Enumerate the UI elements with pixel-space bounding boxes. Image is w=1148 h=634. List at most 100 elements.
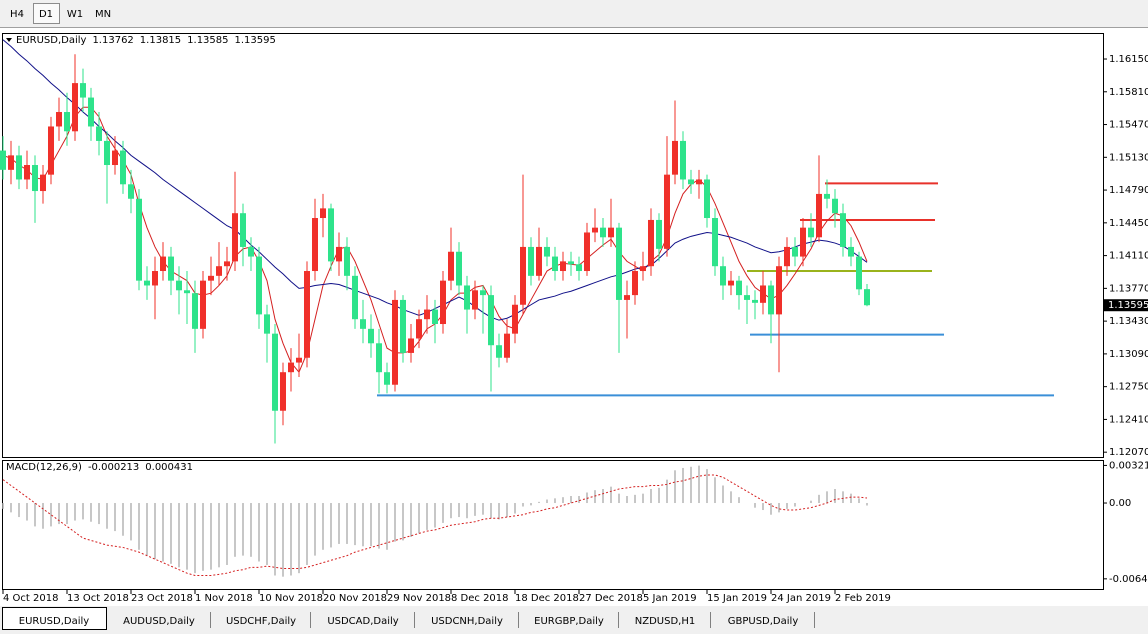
candle-body — [552, 256, 558, 272]
candle-body — [248, 246, 254, 257]
candle-body — [440, 280, 446, 325]
candle-body — [112, 150, 118, 166]
candle-body — [408, 338, 414, 353]
candle-body — [352, 275, 358, 320]
x-tick-label: 23 Oct 2018 — [131, 593, 193, 604]
candle-body — [200, 280, 206, 329]
timeframe-label[interactable]: W1 — [67, 9, 83, 20]
timeframe-button[interactable] — [90, 3, 117, 24]
last-price-box — [1104, 299, 1148, 312]
candle-body — [320, 208, 326, 219]
candle-body — [392, 299, 398, 385]
candle-body — [432, 309, 438, 325]
tab-bar — [0, 606, 1148, 634]
candle-body — [424, 309, 430, 320]
tab-label[interactable]: USDCHF,Daily — [226, 616, 296, 627]
candle-body — [712, 218, 718, 267]
candle-body — [280, 372, 286, 411]
candle-body — [8, 155, 14, 170]
tab-label[interactable]: GBPUSD,Daily — [728, 616, 799, 627]
macd-value: 0.000431 — [145, 462, 193, 473]
candle-body — [768, 285, 774, 315]
x-tick-label: 1 Nov 2018 — [195, 593, 253, 604]
x-tick-label: 29 Nov 2018 — [387, 593, 451, 604]
candle-body — [592, 227, 598, 233]
candle-body — [752, 299, 758, 303]
last-price-label: 1.13595 — [1108, 300, 1148, 311]
candle-body — [696, 179, 702, 185]
y-tick-label: 1.12070 — [1109, 447, 1148, 458]
candle-body — [56, 112, 62, 127]
candle-body — [296, 357, 302, 363]
x-tick-label: 15 Jan 2019 — [707, 593, 767, 604]
candle-body — [680, 140, 686, 180]
candle-body — [448, 251, 454, 281]
candle-body — [816, 193, 822, 238]
tab-label[interactable]: USDCNH,Daily — [431, 616, 503, 627]
timeframe-label[interactable]: D1 — [39, 9, 53, 20]
tab-label[interactable]: USDCAD,Daily — [327, 616, 398, 627]
candle-body — [520, 246, 526, 305]
y-tick-label: 1.13430 — [1109, 316, 1148, 327]
candle-body — [104, 140, 110, 166]
macd-y-tick-label: 0.003216 — [1109, 460, 1148, 471]
timeframe-button[interactable] — [33, 3, 60, 24]
tab-label[interactable]: AUDUSD,Daily — [123, 616, 195, 627]
chart: 1.16150 1.15810 1.15470 1.15130 1.14790 1.144… — [0, 35, 1148, 604]
header-value: 1.13815 — [140, 35, 181, 46]
y-tick-label: 1.13090 — [1109, 349, 1148, 360]
candle-body — [560, 261, 566, 272]
candle-body — [544, 246, 550, 257]
candle-body — [168, 256, 174, 281]
candle-body — [256, 256, 262, 315]
candle-body — [640, 266, 646, 272]
header-value: EURUSD,Daily — [16, 35, 87, 46]
candle-body — [528, 246, 534, 276]
tab-label[interactable]: NZDUSD,H1 — [635, 616, 695, 627]
candle-body — [152, 271, 158, 286]
x-tick-label: 27 Dec 2018 — [579, 593, 643, 604]
candle-body — [160, 256, 166, 272]
x-tick-label: 18 Dec 2018 — [515, 593, 579, 604]
timeframe-button[interactable] — [4, 3, 31, 24]
candle-body — [704, 179, 710, 219]
tab-label[interactable]: EURUSD,Daily — [19, 616, 90, 627]
candle-body — [376, 343, 382, 373]
candle-body — [688, 179, 694, 185]
candle-body — [88, 97, 94, 127]
y-tick-label: 1.12750 — [1109, 382, 1148, 393]
candle-body — [464, 285, 470, 310]
candle-body — [728, 280, 734, 286]
candle-body — [624, 295, 630, 300]
timeframe-label[interactable]: H4 — [10, 9, 24, 20]
x-tick-label: 5 Jan 2019 — [643, 593, 697, 604]
candle-body — [832, 198, 838, 214]
candle-body — [672, 140, 678, 175]
candle-body — [536, 246, 542, 276]
y-tick-label: 1.12410 — [1109, 414, 1148, 425]
timeframe-button[interactable] — [62, 3, 89, 24]
candle-body — [232, 213, 238, 262]
y-tick-label: 1.15470 — [1109, 120, 1148, 131]
toolbar — [0, 0, 1148, 28]
candle-body — [480, 290, 486, 296]
candle-body — [656, 219, 662, 249]
candle-body — [32, 165, 38, 192]
chart-header: EURUSD,Daily 1.13762 1.13815 1.13585 1.13595 — [16, 35, 276, 46]
tab-label[interactable]: EURGBP,Daily — [534, 616, 604, 627]
candle-body — [192, 293, 198, 329]
candle-body — [240, 213, 246, 247]
candle-body — [496, 345, 502, 358]
x-tick-label: 4 Oct 2018 — [3, 593, 58, 604]
tab-active[interactable] — [2, 607, 107, 630]
candle-body — [208, 275, 214, 281]
x-tick-label: 20 Nov 2018 — [323, 593, 387, 604]
candle-body — [664, 174, 670, 249]
price-panel — [2, 33, 1104, 458]
header-value: 1.13595 — [235, 35, 276, 46]
timeframe-label[interactable]: MN — [95, 9, 111, 20]
candle-body — [576, 264, 582, 272]
candle-body — [344, 246, 350, 276]
candle-body — [128, 184, 134, 199]
candle-body — [312, 218, 318, 272]
